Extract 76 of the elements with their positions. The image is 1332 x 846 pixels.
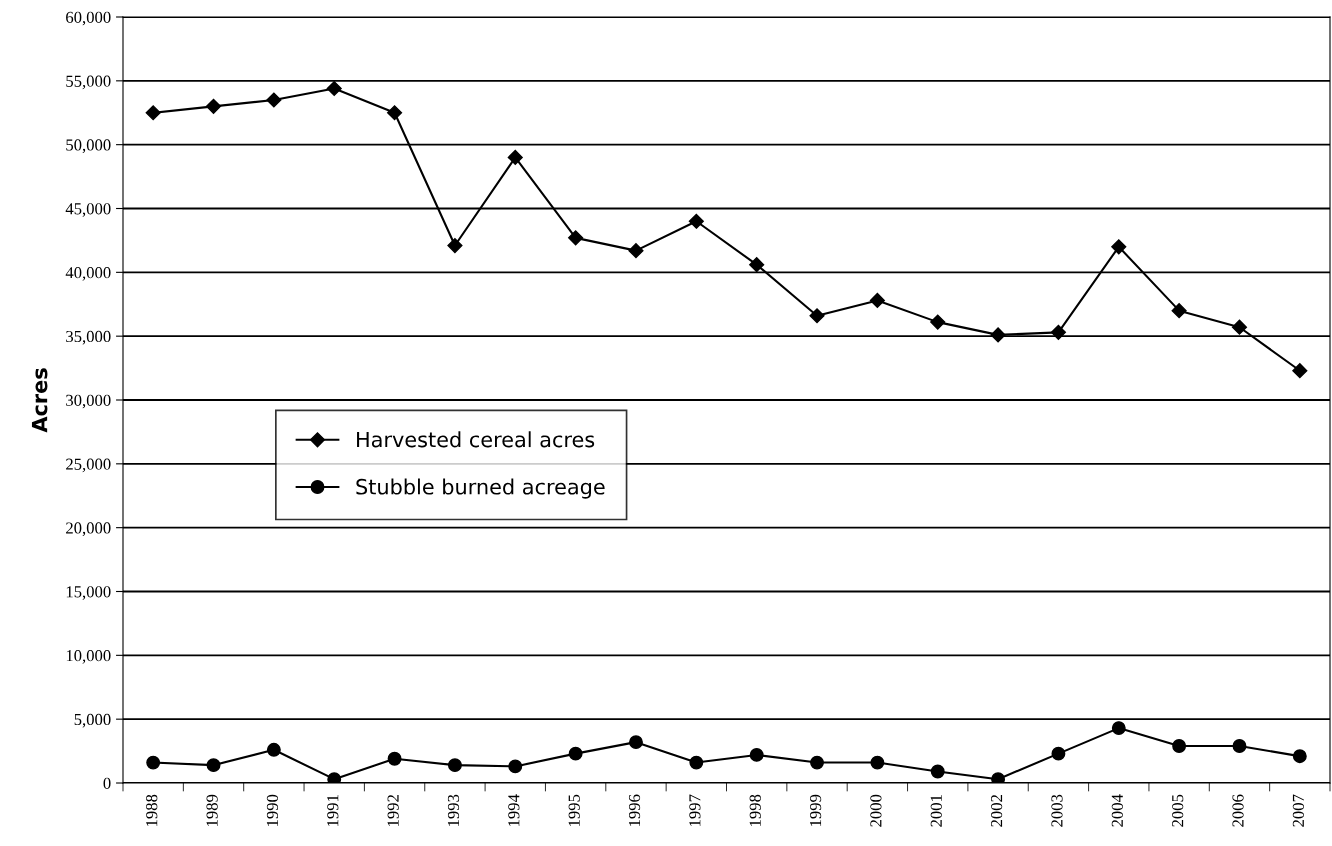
x-tick-label: 1990 xyxy=(266,794,279,826)
x-tick-label: 1989 xyxy=(206,794,218,826)
point xyxy=(1172,739,1187,753)
y-tick-label: 45,000 xyxy=(65,203,111,217)
x-tick-label: 2003 xyxy=(1051,794,1063,827)
y-tick-label: 35,000 xyxy=(66,330,111,345)
point xyxy=(266,742,281,757)
point xyxy=(688,213,704,229)
point xyxy=(749,257,765,273)
point xyxy=(1111,721,1126,736)
y-tick-label: 50,000 xyxy=(66,139,111,154)
x-tick-label: 1998 xyxy=(749,794,761,826)
x-tick-label: 1988 xyxy=(146,794,158,826)
x-tick-label: 1992 xyxy=(387,795,399,826)
point xyxy=(145,105,161,121)
y-tick-label: 15,000 xyxy=(66,586,111,600)
point xyxy=(1050,324,1066,340)
point xyxy=(387,751,402,766)
x-tick-label: 2006 xyxy=(1232,794,1244,827)
y-tick-label: 10,000 xyxy=(66,650,111,664)
x-tick-label: 1997 xyxy=(689,794,701,826)
point xyxy=(508,759,523,774)
y-tick-label: 30,000 xyxy=(66,394,111,409)
y-tick-label: 20,000 xyxy=(66,522,111,537)
point xyxy=(870,755,885,770)
point xyxy=(1292,749,1307,764)
legend-label: Stubble burned acreage xyxy=(356,478,605,499)
x-tick-label: 2004 xyxy=(1111,794,1123,827)
point xyxy=(629,735,643,750)
x-tick-label: 1991 xyxy=(327,795,339,826)
point xyxy=(1231,319,1248,335)
point xyxy=(930,764,945,779)
point xyxy=(1111,239,1127,255)
point xyxy=(568,746,583,761)
legend-label: Harvested cereal acres xyxy=(357,431,595,448)
y-tick-label: 40,000 xyxy=(65,267,111,281)
x-tick-label: 2001 xyxy=(930,795,942,827)
x-tick-label: 1994 xyxy=(508,794,520,826)
point xyxy=(1292,363,1308,379)
point xyxy=(1232,739,1247,753)
point xyxy=(327,772,342,783)
x-tick-label: 2007 xyxy=(1292,794,1304,827)
point xyxy=(1051,746,1066,761)
x-tick-label: 2005 xyxy=(1172,794,1184,827)
y-tick-label: 60,000 xyxy=(66,11,111,26)
point xyxy=(810,755,824,770)
x-tick-label: 2000 xyxy=(870,794,882,827)
point xyxy=(991,772,1006,783)
point xyxy=(146,755,161,770)
point xyxy=(387,105,403,121)
y-tick-label: 5,000 xyxy=(74,713,111,728)
x-tick-label: 1995 xyxy=(568,794,580,826)
y-tick-label: 0 xyxy=(103,777,111,789)
point xyxy=(206,758,221,773)
x-tick-label: 2002 xyxy=(991,795,1003,827)
point xyxy=(507,149,523,166)
point xyxy=(447,758,462,773)
point xyxy=(930,314,946,330)
y-tick-label: 55,000 xyxy=(66,75,111,90)
y-tick-label: 25,000 xyxy=(66,458,111,473)
point xyxy=(1171,303,1187,319)
point xyxy=(568,230,584,246)
point xyxy=(809,308,825,324)
point xyxy=(869,292,885,308)
point xyxy=(447,237,463,254)
point xyxy=(990,327,1006,343)
x-tick-label: 1999 xyxy=(810,794,822,826)
x-tick-label: 1996 xyxy=(628,794,641,826)
point xyxy=(749,747,764,762)
point xyxy=(326,80,342,97)
x-tick-label: 1993 xyxy=(447,794,460,826)
point xyxy=(205,98,222,114)
point xyxy=(628,243,644,259)
point xyxy=(266,92,282,108)
point xyxy=(689,755,704,770)
y-axis-title: Acres xyxy=(31,368,48,433)
